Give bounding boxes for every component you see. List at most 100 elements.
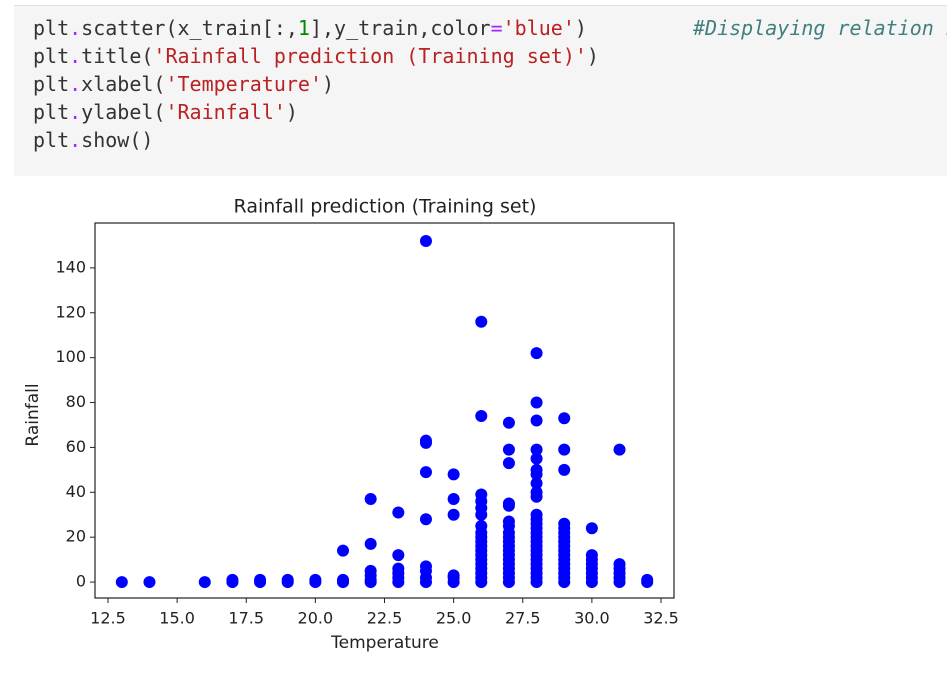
x-tick-label: 32.5: [643, 609, 679, 628]
point: [585, 522, 598, 535]
code-token: 'Rainfall prediction (Training set)': [153, 44, 587, 68]
point: [475, 315, 488, 328]
x-tick-label: 22.5: [367, 609, 403, 628]
point: [419, 234, 432, 247]
code-token: ): [285, 100, 298, 124]
point: [613, 443, 626, 456]
point: [530, 486, 543, 499]
code-token: plt: [33, 72, 70, 96]
point: [143, 576, 156, 589]
point: [447, 468, 460, 481]
code-token: ): [322, 72, 335, 96]
point: [198, 576, 211, 589]
code-token: xlabel(: [81, 72, 166, 96]
point: [337, 573, 350, 586]
point: [613, 558, 626, 571]
point: [475, 409, 488, 422]
point: [641, 573, 654, 586]
code-comment: #Displaying relation b: [693, 16, 947, 40]
point: [502, 443, 515, 456]
x-tick-label: 27.5: [505, 609, 541, 628]
point: [281, 573, 294, 586]
code-token: show(): [81, 128, 154, 152]
code-token: =: [490, 16, 503, 40]
code-token: .: [69, 128, 82, 152]
y-tick-label: 140: [55, 257, 86, 276]
code-token: plt: [33, 100, 70, 124]
code-line: plt.title('Rainfall prediction (Training…: [33, 42, 599, 70]
point: [530, 396, 543, 409]
x-tick-label: 12.5: [90, 609, 126, 628]
code-token: ): [586, 44, 599, 68]
code-token: 1: [297, 16, 310, 40]
code-token: ],y_train,color: [309, 16, 491, 40]
point: [447, 508, 460, 521]
point: [419, 434, 432, 447]
point: [447, 569, 460, 582]
x-tick-label: 20.0: [298, 609, 334, 628]
point: [392, 562, 405, 575]
point: [558, 412, 571, 425]
point: [337, 544, 350, 557]
point: [475, 488, 488, 501]
point: [585, 549, 598, 562]
code-token: ): [574, 16, 587, 40]
y-tick-label: 40: [66, 482, 86, 501]
x-tick-label: 25.0: [436, 609, 472, 628]
code-token: .: [69, 100, 82, 124]
y-tick-label: 120: [55, 302, 86, 321]
point: [115, 576, 128, 589]
y-tick-label: 100: [55, 347, 86, 366]
point: [502, 515, 515, 528]
point: [558, 463, 571, 476]
chart-title: Rainfall prediction (Training set): [234, 196, 537, 218]
code-token: scatter(x_train[:,: [81, 16, 298, 40]
code-token: 'Rainfall': [165, 100, 286, 124]
code-token: 'blue': [502, 16, 575, 40]
point: [502, 416, 515, 429]
code-token: .: [69, 72, 82, 96]
y-tick-label: 0: [76, 572, 86, 591]
code-token: .: [69, 16, 82, 40]
point: [558, 517, 571, 530]
point: [392, 506, 405, 519]
point: [392, 549, 405, 562]
code-line: plt.scatter(x_train[:,1],y_train,color='…: [33, 14, 947, 42]
code-token: 'Temperature': [165, 72, 323, 96]
point: [530, 508, 543, 521]
point: [419, 513, 432, 526]
code-token: title(: [81, 44, 154, 68]
x-axis-label: Temperature: [330, 633, 439, 653]
y-tick-label: 60: [66, 437, 86, 456]
point: [530, 347, 543, 360]
point: [447, 493, 460, 506]
x-tick-label: 15.0: [159, 609, 195, 628]
code-token: plt: [33, 128, 70, 152]
y-axis-label: Rainfall: [23, 383, 43, 446]
point: [530, 452, 543, 465]
code-line: plt.ylabel('Rainfall'): [33, 98, 298, 126]
code-token: ylabel(: [81, 100, 166, 124]
x-tick-label: 30.0: [574, 609, 610, 628]
point: [309, 573, 322, 586]
point: [502, 497, 515, 510]
point: [419, 560, 432, 573]
point: [364, 537, 377, 550]
point: [530, 463, 543, 476]
point: [364, 493, 377, 506]
y-tick-label: 20: [66, 527, 86, 546]
point: [254, 573, 267, 586]
code-token: plt: [33, 16, 70, 40]
code-line: plt.xlabel('Temperature'): [33, 70, 334, 98]
point: [364, 564, 377, 577]
code-token: plt: [33, 44, 70, 68]
point: [475, 519, 488, 532]
point: [226, 573, 239, 586]
point: [558, 443, 571, 456]
code-token: .: [69, 44, 82, 68]
point: [530, 477, 543, 490]
code-line: plt.show(): [33, 126, 153, 154]
point: [530, 443, 543, 456]
